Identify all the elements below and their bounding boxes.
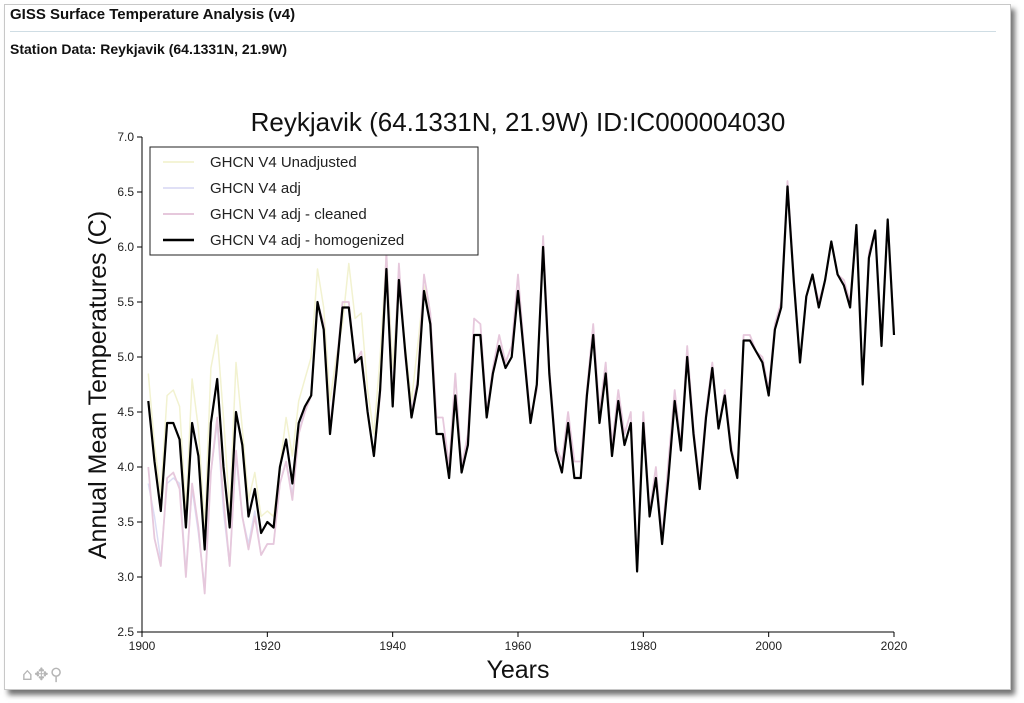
x-tick-label: 2020 (881, 639, 908, 653)
y-tick-label: 3.5 (117, 515, 134, 529)
y-tick-label: 5.5 (117, 295, 134, 309)
series-line-3 (147, 185, 896, 573)
zoom-icon[interactable]: ⚲ (49, 665, 63, 685)
y-tick-label: 6.5 (117, 185, 134, 199)
legend-label-0: GHCN V4 Unadjusted (210, 154, 357, 171)
home-icon[interactable]: ⌂ (22, 665, 33, 685)
header-divider (10, 31, 996, 32)
x-tick-label: 1920 (254, 639, 281, 653)
x-tick-label: 1940 (379, 639, 406, 653)
legend-label-3: GHCN V4 adj - homogenized (210, 232, 404, 249)
x-tick-label: 2000 (755, 639, 782, 653)
y-tick-label: 4.5 (117, 405, 134, 419)
x-tick-label: 1960 (505, 639, 532, 653)
page-title: GISS Surface Temperature Analysis (v4) (10, 6, 296, 23)
y-axis-label: Annual Mean Temperatures (C) (84, 211, 112, 559)
y-tick-label: 6.0 (117, 240, 134, 254)
y-tick-label: 5.0 (117, 350, 134, 364)
x-tick-label: 1980 (630, 639, 657, 653)
legend-label-2: GHCN V4 adj - cleaned (210, 206, 367, 223)
chart-title: Reykjavik (64.1331N, 21.9W) ID:IC0000040… (251, 107, 786, 137)
x-axis-label: Years (486, 656, 549, 684)
station-subtitle: Station Data: Reykjavik (64.1331N, 21.9W… (10, 41, 288, 57)
page-frame (4, 4, 1011, 690)
chart-toolbar: ⌂ ✥ ⚲ (22, 665, 63, 685)
legend-label-1: GHCN V4 adj (210, 180, 301, 197)
y-tick-label: 2.5 (117, 625, 134, 639)
y-tick-label: 3.0 (117, 570, 134, 584)
x-tick-label: 1900 (129, 639, 156, 653)
legend-box (149, 146, 479, 256)
y-tick-label: 4.0 (117, 460, 134, 474)
pan-icon[interactable]: ✥ (34, 665, 48, 685)
y-tick-label: 7.0 (117, 130, 134, 144)
